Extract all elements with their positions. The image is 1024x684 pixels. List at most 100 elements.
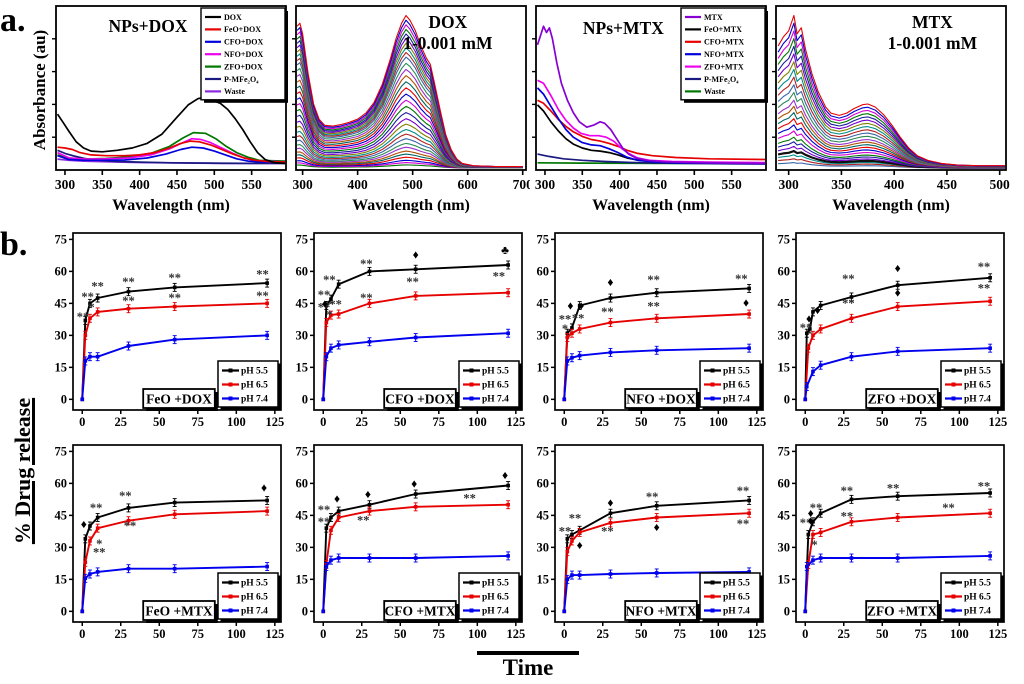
svg-text:**: ** [318, 515, 331, 529]
svg-text:pH 6.5: pH 6.5 [241, 593, 268, 603]
svg-text:*: * [811, 538, 817, 552]
spectra-legend-a1: DOX FeO+DOX CFO+DOX NFO+DOX ZFO+DOX P-MFe₂O₄ W… [205, 13, 263, 96]
svg-text:♦: ♦ [413, 247, 419, 261]
svg-text:**: ** [360, 257, 373, 271]
svg-text:pH 7.4: pH 7.4 [964, 607, 991, 617]
svg-text:50: 50 [876, 627, 889, 641]
spectra-curves [57, 96, 285, 165]
svg-text:50: 50 [153, 415, 166, 429]
svg-text:FeO+DOX: FeO+DOX [224, 25, 261, 34]
svg-text:*: * [326, 308, 332, 322]
svg-text:100: 100 [950, 627, 969, 641]
svg-text:**: ** [601, 524, 614, 538]
svg-text:45: 45 [296, 296, 309, 310]
svg-text:25: 25 [115, 415, 128, 429]
release-legend-b6: pH 5.5 pH 6.5 pH 7.4 [463, 579, 509, 617]
svg-text:75: 75 [433, 415, 446, 429]
svg-text:pH 5.5: pH 5.5 [964, 579, 991, 589]
svg-text:pH 6.5: pH 6.5 [482, 593, 509, 603]
svg-text:100: 100 [709, 415, 728, 429]
svg-text:500: 500 [990, 177, 1010, 192]
svg-text:pH 5.5: pH 5.5 [964, 367, 991, 377]
svg-text:45: 45 [537, 296, 550, 310]
panel-name-box-b6 [383, 600, 457, 621]
svg-text:**: ** [77, 310, 90, 324]
svg-text:CFO+DOX: CFO+DOX [224, 38, 263, 47]
svg-text:300: 300 [292, 177, 313, 192]
release-legend-b1: pH 5.5 pH 6.5 pH 7.4 [222, 367, 268, 405]
svg-text:25: 25 [356, 627, 369, 641]
panel-name-box-b3 [624, 388, 698, 409]
release-panel-mount-zfomtx: 0 15 30 45 60 75 0 25 50 75 100 125 ** ** ** ** ** ** ** * ♦… [769, 440, 1010, 650]
svg-text:500: 500 [684, 177, 705, 192]
svg-text:**: ** [119, 489, 132, 503]
svg-text:75: 75 [674, 627, 687, 641]
svg-text:125: 125 [506, 415, 525, 429]
spectra-panel-mount-npsdox: 300 350 400 450 500 550 Wavelength (nm) NPs+DOX… [50, 2, 290, 224]
svg-text:0: 0 [79, 627, 85, 641]
svg-text:75: 75 [55, 232, 68, 246]
svg-text:pH 6.5: pH 6.5 [964, 381, 991, 391]
release-axis-label: % Drug release [10, 397, 35, 545]
svg-text:15: 15 [55, 360, 68, 374]
section-a-label: a. [0, 2, 26, 39]
svg-text:60: 60 [55, 476, 68, 490]
svg-text:25: 25 [838, 415, 851, 429]
svg-text:400: 400 [130, 177, 151, 192]
svg-text:P-MFe₂O₄: P-MFe₂O₄ [704, 75, 739, 84]
svg-text:450: 450 [167, 177, 188, 192]
release-panel-mount-cfodox: 0 15 30 45 60 75 0 25 50 75 100 125 ** ** ** ** * ** ** ** *… [287, 228, 528, 438]
spectra-curves [537, 25, 765, 165]
svg-text:50: 50 [635, 627, 648, 641]
svg-text:ZFO +MTX: ZFO +MTX [867, 604, 938, 619]
svg-text:45: 45 [778, 296, 791, 310]
svg-text:pH 5.5: pH 5.5 [482, 579, 509, 589]
svg-text:75: 75 [537, 444, 550, 458]
svg-text:**: ** [735, 272, 748, 286]
svg-text:400: 400 [348, 177, 369, 192]
svg-text:350: 350 [572, 177, 593, 192]
svg-text:pH 7.4: pH 7.4 [964, 395, 991, 405]
svg-text:0: 0 [320, 627, 326, 641]
svg-text:**: ** [406, 275, 419, 289]
section-b-label: b. [0, 226, 28, 263]
svg-text:pH 5.5: pH 5.5 [241, 579, 268, 589]
svg-text:75: 75 [192, 627, 205, 641]
svg-text:100: 100 [950, 415, 969, 429]
svg-text:♦: ♦ [578, 299, 584, 313]
svg-text:**: ** [91, 279, 104, 293]
svg-text:30: 30 [55, 328, 68, 342]
panel-row-b: b. % Drug release 0 15 30 45 60 75 0 25 50 75 100 1… [0, 228, 1024, 680]
svg-text:♦: ♦ [365, 487, 371, 501]
svg-text:15: 15 [296, 360, 309, 374]
svg-text:125: 125 [988, 415, 1007, 429]
svg-text:25: 25 [597, 627, 610, 641]
svg-text:15: 15 [537, 360, 550, 374]
svg-text:**: ** [357, 514, 370, 528]
svg-text:♦: ♦ [567, 299, 573, 313]
release-panel-mount-nfomtx: 0 15 30 45 60 75 0 25 50 75 100 125 ** ** ** ** ** ** ♦ ♦ ♦ p… [528, 440, 769, 650]
svg-text:50: 50 [153, 627, 166, 641]
release-panel-mount-cfomtx: 0 15 30 45 60 75 0 25 50 75 100 125 ** ** ** ** ♦ ♦ ♦ ♦ pH 5… [287, 440, 528, 650]
svg-text:DOX: DOX [224, 13, 242, 22]
svg-text:15: 15 [296, 572, 309, 586]
svg-text:**: ** [493, 270, 506, 284]
svg-text:**: ** [81, 290, 94, 304]
svg-text:♦: ♦ [895, 286, 901, 300]
svg-text:♦: ♦ [808, 514, 814, 528]
svg-text:1-0.001 mM: 1-0.001 mM [888, 33, 978, 53]
svg-text:60: 60 [778, 476, 791, 490]
svg-text:50: 50 [394, 415, 407, 429]
svg-text:45: 45 [55, 508, 68, 522]
svg-text:0: 0 [561, 415, 567, 429]
svg-text:15: 15 [778, 360, 791, 374]
svg-text:125: 125 [988, 627, 1007, 641]
svg-text:60: 60 [296, 264, 309, 278]
svg-text:Wavelength (nm): Wavelength (nm) [592, 197, 710, 214]
svg-text:pH 5.5: pH 5.5 [723, 367, 750, 377]
svg-text:75: 75 [915, 627, 928, 641]
svg-text:350: 350 [831, 177, 852, 192]
svg-text:0: 0 [802, 415, 808, 429]
